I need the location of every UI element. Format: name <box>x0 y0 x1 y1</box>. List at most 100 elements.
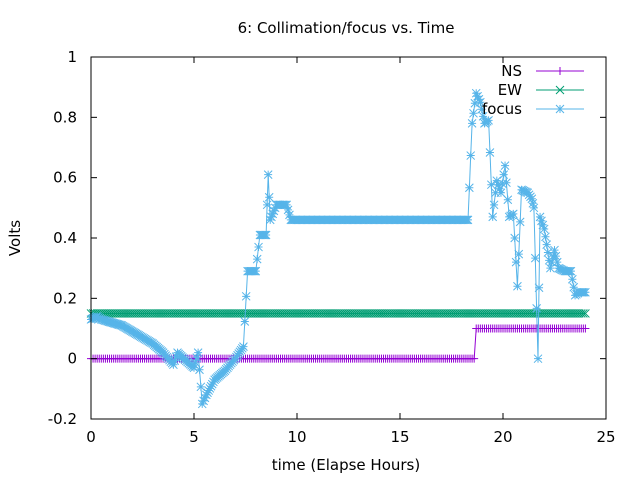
data-point-focus <box>193 348 203 357</box>
data-point-EW <box>150 309 160 318</box>
data-point-focus <box>239 342 248 351</box>
data-point-EW <box>430 309 440 318</box>
data-point-EW <box>494 309 504 318</box>
data-point-EW <box>560 309 570 318</box>
data-point-EW <box>467 309 477 318</box>
data-point-EW <box>298 309 308 318</box>
data-point-focus <box>485 148 495 157</box>
data-point-focus <box>511 257 521 267</box>
data-point-focus <box>254 242 263 252</box>
data-point-focus <box>206 381 216 391</box>
data-point-EW <box>154 309 164 318</box>
data-point-EW <box>416 309 425 318</box>
data-point-EW <box>566 309 576 318</box>
data-point-EW <box>171 309 180 318</box>
data-point-EW <box>315 309 325 318</box>
data-point-EW <box>533 309 543 318</box>
data-point-focus <box>497 179 507 189</box>
data-point-EW <box>237 309 246 318</box>
data-point-EW <box>292 309 302 318</box>
data-point-EW <box>234 309 244 318</box>
data-point-focus <box>566 266 576 276</box>
data-point-focus <box>491 188 500 198</box>
data-point-EW <box>393 309 403 318</box>
data-point-EW <box>337 309 347 318</box>
data-point-EW <box>562 309 572 318</box>
data-point-EW <box>350 309 360 318</box>
data-point-EW <box>257 309 267 318</box>
y-tick-label: 0.2 <box>53 289 77 307</box>
data-point-focus <box>551 251 561 261</box>
data-point-EW <box>370 309 380 318</box>
data-point-EW <box>535 309 545 318</box>
x-axis-label: time (Elapse Hours) <box>272 456 420 474</box>
data-point-EW <box>492 309 502 318</box>
x-tick-label: 10 <box>287 428 306 446</box>
data-point-EW <box>358 309 368 318</box>
data-point-focus <box>269 206 279 216</box>
data-point-focus <box>209 377 218 387</box>
data-point-EW <box>570 309 580 318</box>
data-point-focus <box>508 209 518 219</box>
data-point-EW <box>148 309 158 318</box>
data-point-focus <box>207 379 217 389</box>
data-point-focus <box>513 281 522 291</box>
data-point-EW <box>500 309 510 318</box>
data-point-EW <box>146 309 156 318</box>
x-tick-label: 25 <box>596 428 615 446</box>
data-point-EW <box>408 309 417 318</box>
data-point-EW <box>286 309 296 318</box>
data-point-EW <box>305 309 314 318</box>
data-point-EW <box>541 309 551 318</box>
data-point-focus <box>478 111 488 121</box>
data-point-EW <box>313 309 322 318</box>
data-point-focus <box>262 200 272 210</box>
data-point-EW <box>278 309 287 318</box>
data-point-focus <box>499 170 509 180</box>
data-point-EW <box>405 309 415 318</box>
x-tick-label: 15 <box>390 428 409 446</box>
data-point-focus <box>530 253 540 263</box>
data-point-EW <box>381 309 390 318</box>
data-point-EW <box>195 309 205 318</box>
data-point-EW <box>239 309 248 318</box>
y-tick-label: 0 <box>67 350 77 368</box>
data-point-EW <box>109 309 119 318</box>
data-point-EW <box>449 309 458 318</box>
data-point-focus <box>191 358 200 368</box>
data-point-EW <box>323 309 333 318</box>
data-point-EW <box>412 309 421 318</box>
data-point-focus <box>466 151 476 160</box>
data-point-EW <box>204 309 213 318</box>
axis-ticks: 0 5 10 15 20 25 -0.2 0 0.2 0.4 0.6 0.8 1 <box>48 48 616 446</box>
data-point-EW <box>302 309 312 318</box>
y-tick-label: 0.4 <box>53 229 77 247</box>
data-point-EW <box>443 309 452 318</box>
data-point-EW <box>397 309 407 318</box>
data-point-EW <box>294 309 304 318</box>
data-point-EW <box>426 309 436 318</box>
data-point-EW <box>251 309 261 318</box>
data-point-EW <box>197 309 207 318</box>
data-point-EW <box>556 309 566 318</box>
data-point-EW <box>210 309 219 318</box>
data-point-EW <box>447 309 456 318</box>
data-point-EW <box>218 309 228 318</box>
y-tick-label: 0.6 <box>53 169 77 187</box>
data-point-focus <box>532 304 542 313</box>
data-point-EW <box>475 309 485 318</box>
data-point-EW <box>578 309 588 318</box>
data-point-EW <box>158 309 168 318</box>
data-point-focus <box>200 393 210 403</box>
legend-marker-focus <box>555 104 565 114</box>
data-point-EW <box>185 309 195 318</box>
data-point-EW <box>473 309 483 318</box>
data-point-EW <box>550 309 559 318</box>
data-point-EW <box>140 309 149 318</box>
y-tick-label: -0.2 <box>48 410 77 428</box>
data-point-EW <box>352 309 362 318</box>
data-point-focus <box>539 224 549 234</box>
data-point-EW <box>224 309 234 318</box>
data-point-EW <box>568 309 578 318</box>
data-point-EW <box>222 309 232 318</box>
